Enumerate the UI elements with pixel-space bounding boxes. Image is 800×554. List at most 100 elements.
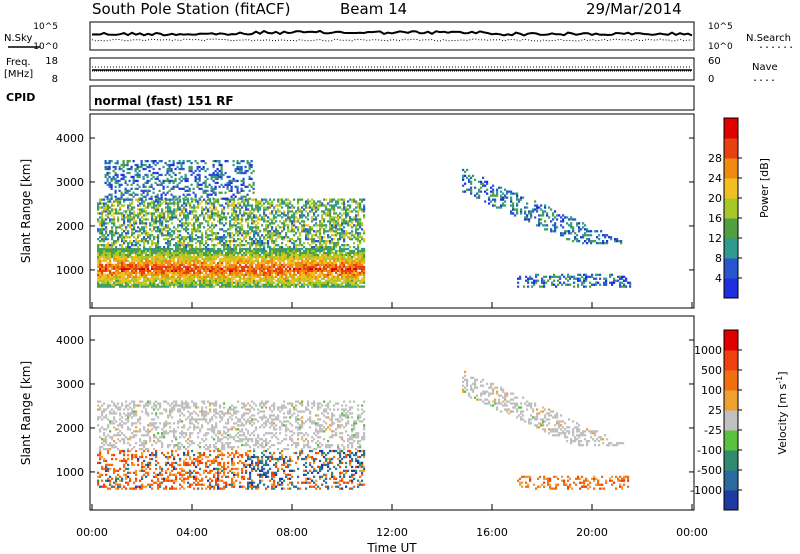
power-echo-cell	[97, 204, 100, 207]
power-echo-cell	[207, 255, 210, 259]
power-echo-cell	[303, 281, 306, 284]
power-echo-cell	[115, 210, 118, 213]
power-echo-cell	[251, 242, 254, 245]
power-echo-cell	[243, 204, 246, 207]
power-echo-cell	[231, 247, 234, 251]
power-echo-cell	[163, 253, 166, 257]
power-echo-cell	[138, 185, 141, 188]
power-echo-cell	[325, 208, 328, 211]
power-echo-cell	[99, 202, 102, 205]
power-echo-cell	[111, 232, 114, 235]
power-echo-cell	[269, 198, 272, 201]
power-echo-cell	[359, 234, 362, 237]
power-echo-cell	[220, 173, 223, 177]
power-echo-cell	[97, 255, 100, 259]
power-echo-cell	[129, 204, 132, 207]
power-echo-cell	[251, 285, 254, 288]
power-echo-cell	[530, 212, 533, 215]
power-echo-cell	[117, 269, 120, 272]
power-echo-cell	[175, 263, 178, 267]
power-echo-cell	[157, 214, 160, 217]
power-echo-cell	[301, 263, 304, 267]
power-echo-cell	[149, 251, 152, 255]
power-echo-cell	[319, 281, 322, 284]
power-echo-cell	[516, 194, 519, 197]
power-echo-cell	[115, 281, 118, 284]
power-echo-cell	[213, 265, 216, 269]
power-echo-cell	[303, 228, 306, 231]
power-echo-cell	[184, 177, 187, 181]
power-echo-cell	[195, 259, 198, 263]
power-echo-cell	[171, 214, 174, 217]
power-echo-cell	[111, 238, 114, 241]
power-echo-cell	[143, 279, 146, 282]
freq-tick-right-top: 60	[708, 56, 721, 67]
power-echo-cell	[197, 224, 200, 227]
power-echo-cell	[209, 269, 212, 272]
power-echo-cell	[353, 283, 356, 286]
power-echo-cell	[351, 277, 354, 280]
power-echo-cell	[470, 180, 473, 183]
power-echo-cell	[357, 222, 360, 225]
power-echo-cell	[103, 234, 106, 237]
power-echo-cell	[240, 183, 243, 186]
power-echo-cell	[478, 190, 481, 193]
power-echo-cell	[109, 218, 112, 221]
power-echo-cell	[106, 173, 109, 177]
power-echo-cell	[289, 265, 292, 269]
power-echo-cell	[167, 271, 170, 274]
power-echo-cell	[271, 269, 274, 272]
power-echo-cell	[299, 242, 302, 245]
power-echo-cell	[245, 230, 248, 233]
power-echo-cell	[227, 279, 230, 282]
power-echo-cell	[229, 198, 232, 201]
power-echo-cell	[299, 251, 302, 255]
power-echo-cell	[343, 218, 346, 221]
power-echo-cell	[111, 222, 114, 225]
power-echo-cell	[193, 208, 196, 211]
power-echo-cell	[153, 226, 156, 229]
power-echo-cell	[168, 181, 171, 185]
power-echo-cell	[197, 230, 200, 233]
power-echo-cell	[323, 220, 326, 223]
power-echo-cell	[301, 285, 304, 288]
power-echo-cell	[303, 251, 306, 255]
power-echo-cell	[113, 220, 116, 223]
power-echo-cell	[107, 283, 110, 286]
power-echo-cell	[233, 247, 236, 251]
power-echo-cell	[198, 165, 201, 169]
power-echo-cell	[106, 171, 109, 175]
power-echo-cell	[99, 263, 102, 267]
power-echo-cell	[269, 275, 272, 278]
power-echo-cell	[331, 247, 334, 251]
power-echo-cell	[149, 259, 152, 263]
power-echo-cell	[249, 275, 252, 278]
power-echo-cell	[177, 242, 180, 245]
power-echo-cell	[339, 246, 342, 249]
power-echo-cell	[327, 212, 330, 215]
power-echo-cell	[297, 230, 300, 233]
power-echo-cell	[161, 251, 164, 255]
power-echo-cell	[245, 271, 248, 274]
power-echo-cell	[331, 220, 334, 223]
power-echo-cell	[197, 269, 200, 272]
power-echo-cell	[123, 204, 126, 207]
power-echo-cell	[293, 214, 296, 217]
power-echo-cell	[175, 210, 178, 213]
power-echo-cell	[255, 253, 258, 257]
power-echo-cell	[361, 249, 364, 253]
power-echo-cell	[169, 271, 172, 274]
power-echo-cell	[253, 253, 256, 257]
power-echo-cell	[133, 283, 136, 286]
power-echo-cell	[237, 285, 240, 288]
power-echoes	[97, 160, 632, 288]
power-echo-cell	[341, 220, 344, 223]
power-echo-cell	[347, 214, 350, 217]
power-echo-cell	[142, 167, 145, 171]
power-echo-cell	[347, 222, 350, 225]
power-echo-cell	[187, 244, 190, 247]
power-echo-cell	[134, 173, 137, 177]
power-echo-cell	[261, 255, 264, 259]
power-echo-cell	[283, 236, 286, 239]
power-echo-cell	[188, 169, 191, 173]
